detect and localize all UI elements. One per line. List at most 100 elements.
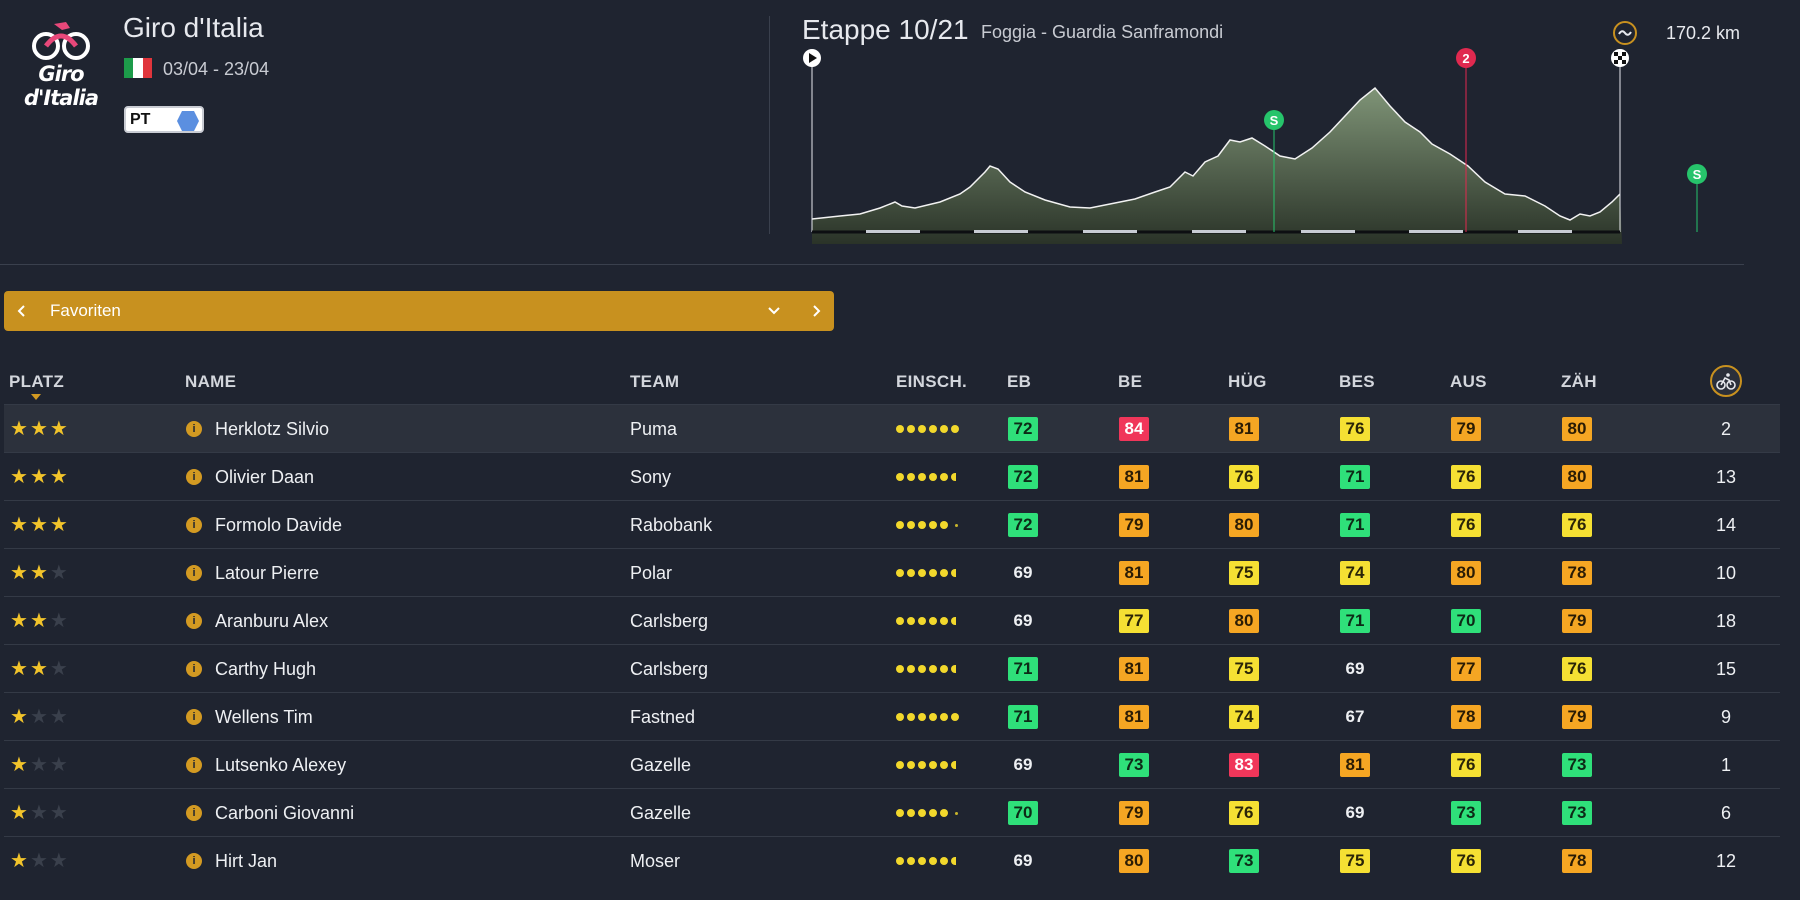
header-einsch[interactable]: EINSCH. [896, 372, 968, 391]
stat-eb: 69 [1007, 597, 1039, 645]
pt-badge-label: PT [130, 110, 151, 128]
table-row[interactable]: ★ ★ ★ i Wellens Tim Fastned 71 81 74 67 78 79 9 [4, 692, 1780, 740]
table-row[interactable]: ★ ★ ★ i Hirt Jan Moser 69 80 73 75 76 78 12 [4, 836, 1780, 884]
rider-name[interactable]: Formolo Davide [215, 514, 343, 535]
table-row[interactable]: ★ ★ ★ i Carthy Hugh Carlsberg 71 81 75 69 77 76 15 [4, 644, 1780, 692]
star-icon: ★ [10, 562, 28, 584]
stat-value: 76 [1229, 465, 1259, 489]
assessment-dot [940, 761, 948, 769]
table-row[interactable]: ★ ★ ★ i Carboni Giovanni Gazelle 70 79 76 69 73 73 6 [4, 788, 1780, 836]
stat-bes: 71 [1339, 453, 1371, 501]
stat-zah: 76 [1561, 645, 1593, 693]
stat-value: 70 [1451, 609, 1481, 633]
rider-name[interactable]: Lutsenko Alexey [215, 754, 347, 775]
star-icon: ★ [29, 466, 48, 488]
rider-info-icon[interactable]: i [186, 709, 202, 725]
stat-value: 81 [1340, 753, 1370, 777]
filter-dropdown-button[interactable] [756, 291, 792, 331]
header-eb[interactable]: EB [1007, 372, 1032, 391]
stat-eb: 69 [1007, 741, 1039, 789]
star-icon: ★ [10, 418, 28, 440]
stat-value: 73 [1119, 753, 1149, 777]
sprint-marker-icon[interactable] [1264, 110, 1284, 130]
header-bes[interactable]: BES [1339, 372, 1375, 391]
team-number: 14 [1715, 514, 1737, 535]
rating-stars: ★ ★ ★ [10, 645, 68, 693]
rider-name[interactable]: Hirt Jan [215, 850, 278, 871]
assessment-dot [951, 713, 959, 721]
sprint-marker-icon[interactable] [1687, 164, 1707, 184]
stat-eb: 72 [1007, 501, 1039, 549]
rider-name[interactable]: Aranburu Alex [215, 610, 329, 631]
team-number: 2 [1720, 418, 1731, 439]
assessment-dot [896, 761, 904, 769]
cyclist-logo-icon [32, 22, 90, 60]
table-row[interactable]: ★ ★ ★ i Olivier Daan Sony 72 81 76 71 76 80 13 [4, 452, 1780, 500]
rider-info-icon[interactable]: i [186, 853, 202, 869]
assessment-dot [907, 665, 915, 673]
rider-info-icon[interactable]: i [186, 613, 202, 629]
assessment-dot [907, 425, 915, 433]
table-row[interactable]: ★ ★ ★ i Herklotz Silvio Puma 72 84 81 76 79 80 2 [4, 404, 1780, 452]
rider-info-icon[interactable]: i [186, 661, 202, 677]
elevation-area [812, 88, 1622, 244]
next-filter-button[interactable] [798, 291, 834, 331]
header-be[interactable]: BE [1118, 372, 1143, 391]
rider-info-icon[interactable]: i [186, 805, 202, 821]
stat-value: 78 [1562, 561, 1592, 585]
table-row[interactable]: ★ ★ ★ i Lutsenko Alexey Gazelle 69 73 83 81 76 73 1 [4, 740, 1780, 788]
stat-hug: 74 [1228, 693, 1260, 741]
previous-filter-button[interactable] [4, 291, 40, 331]
stat-value: 76 [1451, 513, 1481, 537]
stat-value: 74 [1229, 705, 1259, 729]
terrain-type-icon[interactable] [1612, 20, 1638, 46]
assessment-dot [929, 617, 937, 625]
star-icon: ★ [29, 418, 48, 440]
header-name[interactable]: NAME [185, 372, 237, 391]
stat-value: 76 [1562, 657, 1592, 681]
assessment-dot [940, 521, 948, 529]
table-row[interactable]: ★ ★ ★ i Aranburu Alex Carlsberg 69 77 80 71 70 79 18 [4, 596, 1780, 644]
header-divider [769, 16, 770, 234]
rider-name[interactable]: Carboni Giovanni [215, 802, 355, 823]
assessment-dot [896, 713, 904, 721]
rider-info-icon[interactable]: i [186, 421, 202, 437]
rider-name[interactable]: Latour Pierre [215, 562, 320, 583]
km-tick [974, 230, 1028, 233]
rider-team: Rabobank [630, 514, 713, 535]
stat-be: 77 [1118, 597, 1150, 645]
assessment-dot [918, 809, 926, 817]
rider-info-icon[interactable]: i [186, 565, 202, 581]
climb-marker-icon[interactable] [1456, 48, 1476, 68]
header-hug[interactable]: HÜG [1228, 372, 1267, 391]
rider-name[interactable]: Olivier Daan [215, 466, 315, 487]
header-team[interactable]: TEAM [630, 372, 680, 391]
stat-be: 79 [1118, 501, 1150, 549]
assessment-dot [907, 857, 915, 865]
table-row[interactable]: ★ ★ ★ i Latour Pierre Polar 69 81 75 74 80 78 10 [4, 548, 1780, 596]
stat-bes: 71 [1339, 501, 1371, 549]
assessment-dot [896, 425, 904, 433]
rider-info-icon[interactable]: i [186, 757, 202, 773]
header-zah[interactable]: ZÄH [1561, 372, 1597, 391]
stat-value: 74 [1340, 561, 1370, 585]
assessment-dot [896, 521, 904, 529]
assessment-dot [929, 857, 937, 865]
rider-info-icon[interactable]: i [186, 469, 202, 485]
team-column-icon[interactable] [1710, 365, 1742, 397]
header-aus[interactable]: AUS [1450, 372, 1487, 391]
star-icon: ★ [49, 754, 68, 776]
assessment-dot [907, 617, 915, 625]
stat-value: 84 [1119, 417, 1149, 441]
rider-name[interactable]: Herklotz Silvio [215, 418, 330, 439]
filter-selector-label[interactable]: Favoriten [50, 301, 121, 320]
header-platz[interactable]: PLATZ [9, 372, 65, 391]
start-marker-icon [803, 49, 821, 67]
stat-bes: 69 [1339, 789, 1371, 837]
rider-info-icon[interactable]: i [186, 517, 202, 533]
table-row[interactable]: ★ ★ ★ i Formolo Davide Rabobank 72 79 80 71 76 76 14 [4, 500, 1780, 548]
rider-name[interactable]: Carthy Hugh [215, 658, 317, 679]
stat-value: 72 [1008, 417, 1038, 441]
stat-value: 80 [1562, 417, 1592, 441]
rider-name[interactable]: Wellens Tim [215, 706, 313, 727]
